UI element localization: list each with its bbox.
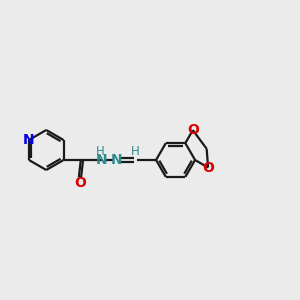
Text: H: H [96,145,105,158]
Text: O: O [202,160,214,175]
Text: N: N [23,133,35,147]
Text: O: O [187,123,199,137]
Text: N: N [111,153,123,167]
Text: N: N [96,153,108,167]
Text: O: O [75,176,86,190]
Text: H: H [131,145,140,158]
